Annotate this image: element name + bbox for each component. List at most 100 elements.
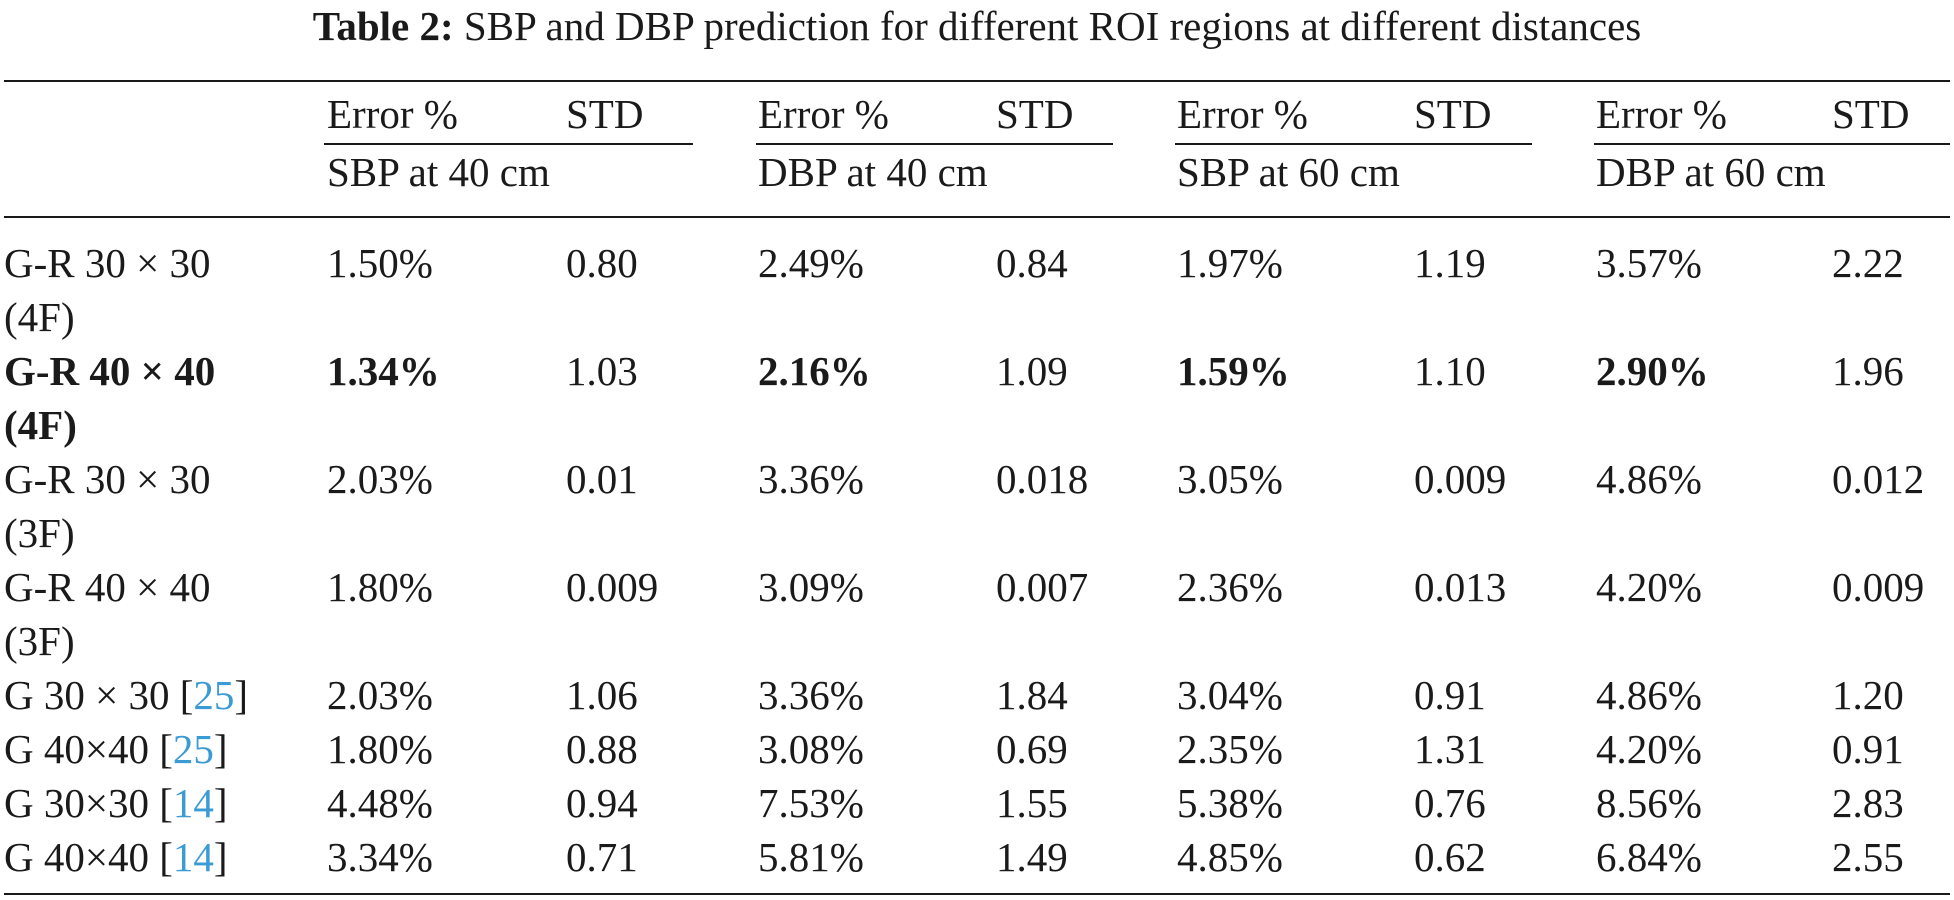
table-cell: 0.69: [996, 726, 1068, 772]
table-cell-best: 1.34%: [327, 348, 440, 394]
table-cell: 3.09%: [758, 564, 864, 610]
table-cell: 0.88: [566, 726, 638, 772]
group-rule-3: [1175, 143, 1532, 145]
table-cell: 0.91: [1414, 672, 1486, 718]
header-std-3: STD: [1414, 91, 1492, 137]
table-cell: 1.49: [996, 834, 1068, 880]
table-cell-best: 2.16%: [758, 348, 871, 394]
table-cell: 4.86%: [1596, 672, 1702, 718]
table-cell: 1.03: [566, 348, 638, 394]
row-label: G 30×30 [14]: [4, 776, 228, 830]
group-label-sbp-60: SBP at 60 cm: [1177, 149, 1400, 195]
table-cell: 2.03%: [327, 672, 433, 718]
row-label-sub: (3F): [4, 510, 75, 556]
table-cell: 0.013: [1414, 564, 1507, 610]
table-cell: 5.38%: [1177, 780, 1283, 826]
group-label-dbp-60: DBP at 60 cm: [1596, 149, 1826, 195]
row-label-close: ]: [213, 726, 228, 772]
group-label-dbp-40: DBP at 40 cm: [758, 149, 988, 195]
table-cell: 0.009: [1414, 456, 1507, 502]
group-label-sbp-40: SBP at 40 cm: [327, 149, 550, 195]
row-label-sub: (4F): [4, 294, 75, 340]
citation-link[interactable]: 25: [172, 726, 214, 772]
table-cell: 0.80: [566, 240, 638, 286]
group-rule-1: [324, 143, 693, 145]
table-cell: 1.20: [1832, 672, 1904, 718]
group-rule-4: [1594, 143, 1950, 145]
table-cell: 2.35%: [1177, 726, 1283, 772]
table-cell: 1.55: [996, 780, 1068, 826]
table-cell: 1.97%: [1177, 240, 1283, 286]
table-cell: 6.84%: [1596, 834, 1702, 880]
table-cell: 3.04%: [1177, 672, 1283, 718]
table-caption: Table 2: SBP and DBP prediction for diff…: [0, 0, 1954, 52]
header-error-1: Error %: [327, 91, 458, 137]
table-cell: 0.012: [1832, 456, 1925, 502]
row-label-sub: (3F): [4, 618, 75, 664]
table-cell: 8.56%: [1596, 780, 1702, 826]
header-std-2: STD: [996, 91, 1074, 137]
row-label: G 40×40 [25]: [4, 722, 228, 776]
table-cell: 1.96: [1832, 348, 1904, 394]
table-cell: 0.91: [1832, 726, 1904, 772]
bottom-rule: [4, 893, 1950, 895]
row-label: G 40×40 [14]: [4, 830, 228, 884]
row-label: G-R 40 × 40 (3F): [4, 560, 287, 668]
caption-text: SBP and DBP prediction for different ROI…: [463, 3, 1642, 49]
table-cell: 0.94: [566, 780, 638, 826]
citation-link[interactable]: 14: [172, 780, 214, 826]
table-cell: 2.55: [1832, 834, 1904, 880]
table-cell: 3.57%: [1596, 240, 1702, 286]
row-label-main: G 30 × 30 [: [4, 672, 194, 718]
row-label-main: G-R 40 × 40: [4, 564, 211, 610]
table-cell: 1.10: [1414, 348, 1486, 394]
table-cell: 3.36%: [758, 672, 864, 718]
table-cell: 0.009: [1832, 564, 1925, 610]
row-label: G 30 × 30 [25]: [4, 668, 248, 722]
table-cell: 0.84: [996, 240, 1068, 286]
table-cell: 1.09: [996, 348, 1068, 394]
table-cell: 4.85%: [1177, 834, 1283, 880]
group-rule-2: [756, 143, 1113, 145]
header-error-4: Error %: [1596, 91, 1727, 137]
table-cell: 7.53%: [758, 780, 864, 826]
table-cell: 1.80%: [327, 726, 433, 772]
table-cell: 4.48%: [327, 780, 433, 826]
table-cell: 0.018: [996, 456, 1089, 502]
table-cell: 4.20%: [1596, 564, 1702, 610]
caption-label: Table 2:: [312, 3, 454, 49]
table-cell: 3.36%: [758, 456, 864, 502]
citation-link[interactable]: 14: [172, 834, 214, 880]
header-rule: [4, 216, 1950, 218]
table-cell: 0.71: [566, 834, 638, 880]
table-cell: 2.83: [1832, 780, 1904, 826]
row-label-main: G-R 40 × 40: [4, 348, 216, 394]
row-label-close: ]: [234, 672, 249, 718]
table-cell: 0.01: [566, 456, 638, 502]
row-label-close: ]: [213, 780, 228, 826]
row-label-main: G 40×40 [: [4, 726, 173, 772]
table-cell: 0.007: [996, 564, 1089, 610]
table-cell: 1.31: [1414, 726, 1486, 772]
table-cell: 5.81%: [758, 834, 864, 880]
table-cell: 0.76: [1414, 780, 1486, 826]
table-cell: 2.22: [1832, 240, 1904, 286]
row-label-main: G-R 30 × 30: [4, 240, 211, 286]
row-label-close: ]: [213, 834, 228, 880]
header-error-3: Error %: [1177, 91, 1308, 137]
table-cell: 4.20%: [1596, 726, 1702, 772]
table-cell: 2.03%: [327, 456, 433, 502]
table-cell: 0.62: [1414, 834, 1486, 880]
row-label: G-R 30 × 30 (4F): [4, 236, 287, 344]
table-cell: 3.08%: [758, 726, 864, 772]
header-std-1: STD: [566, 91, 644, 137]
table-cell: 0.009: [566, 564, 659, 610]
table-cell: 1.84: [996, 672, 1068, 718]
table-cell: 1.80%: [327, 564, 433, 610]
header-std-4: STD: [1832, 91, 1910, 137]
table-cell: 2.36%: [1177, 564, 1283, 610]
citation-link[interactable]: 25: [193, 672, 235, 718]
table-cell: 1.50%: [327, 240, 433, 286]
row-label-main: G 30×30 [: [4, 780, 173, 826]
row-label-main: G 40×40 [: [4, 834, 173, 880]
